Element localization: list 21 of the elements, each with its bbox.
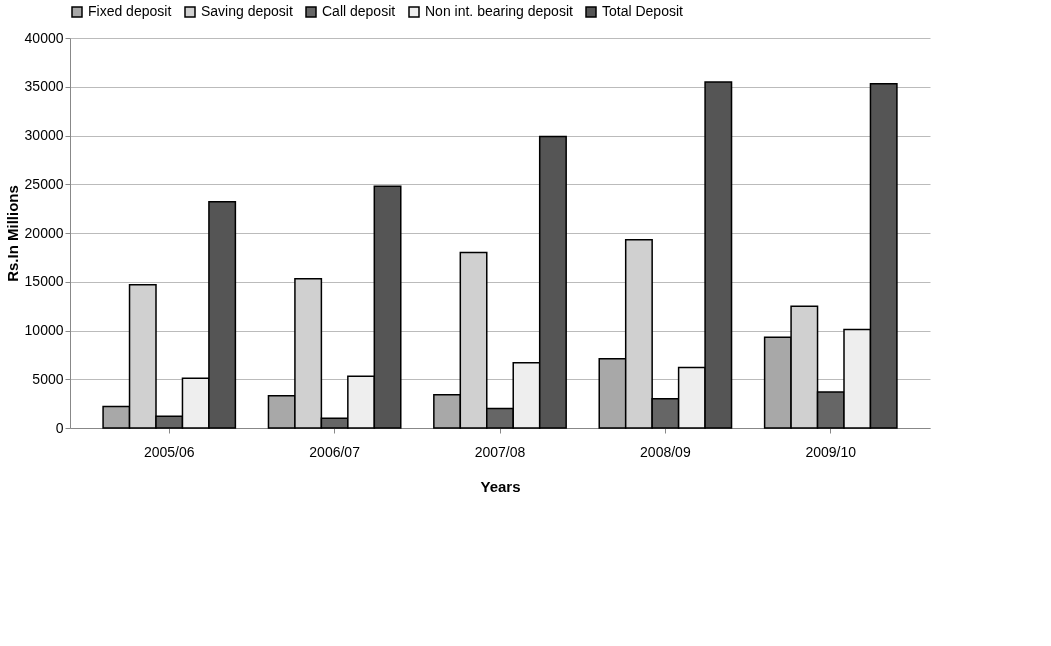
legend-label: Fixed deposit xyxy=(88,3,172,19)
y-tick-label: 15000 xyxy=(24,273,64,290)
x-tick-label: 2006/07 xyxy=(309,443,361,460)
x-axis-title: Years xyxy=(480,477,521,495)
x-tick-label: 2007/08 xyxy=(474,443,526,460)
y-tick-label: 35000 xyxy=(24,78,64,95)
legend-label: Non int. bearing deposit xyxy=(425,3,573,19)
x-tick-label: 2009/10 xyxy=(805,443,857,460)
y-tick-label: 10000 xyxy=(24,322,64,338)
y-tick-label: 5000 xyxy=(32,370,64,387)
legend-label: Call deposit xyxy=(322,3,396,19)
x-tick-label: 2008/09 xyxy=(640,443,691,460)
legend-label: Total Deposit xyxy=(602,3,684,19)
y-axis-title: Rs.In Millions xyxy=(3,185,21,282)
y-tick-label: 25000 xyxy=(24,175,64,192)
legend-label: Saving deposit xyxy=(201,3,293,19)
x-tick-label: 2005/06 xyxy=(143,443,195,460)
y-tick-label: 0 xyxy=(55,419,64,436)
y-tick-label: 40000 xyxy=(24,29,64,46)
y-tick-label: 30000 xyxy=(24,127,64,143)
y-tick-label: 20000 xyxy=(24,224,64,241)
